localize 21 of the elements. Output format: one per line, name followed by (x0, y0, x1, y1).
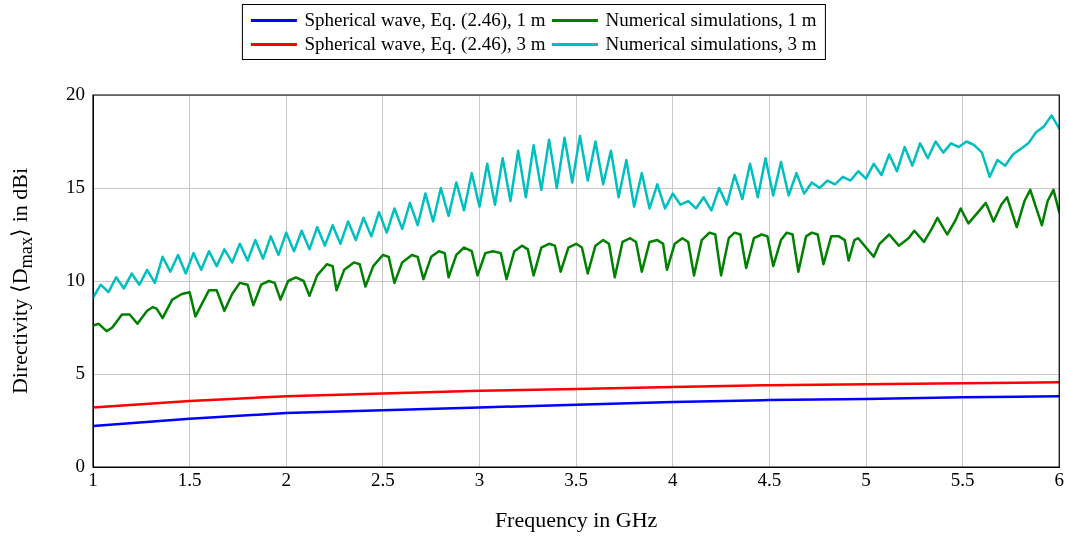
x-tick-label: 3 (474, 469, 485, 491)
x-tick-label: 2 (281, 469, 291, 491)
x-tick-label: 1 (88, 469, 98, 491)
legend-label: Numerical simulations, 1 m (605, 9, 817, 31)
x-tick-label: 4.5 (757, 469, 782, 491)
y-tick-label: 10 (66, 268, 85, 290)
x-tick-label: 2.5 (371, 469, 395, 491)
y-tick-label: 5 (75, 361, 85, 383)
x-axis-title: Frequency in GHz (494, 506, 658, 532)
y-tick-label: 20 (66, 82, 85, 104)
legend-label: Spherical wave, Eq. (2.46), 1 m (304, 9, 546, 31)
legend-label: Numerical simulations, 3 m (605, 33, 817, 55)
x-tick-label: 1.5 (177, 469, 202, 491)
x-tick-label: 5.5 (950, 469, 975, 491)
x-tick-label: 5 (861, 469, 871, 491)
x-tick-label: 3.5 (564, 469, 588, 491)
x-tick-label: 4 (668, 469, 678, 491)
y-tick-label: 0 (75, 454, 85, 476)
legend-label: Spherical wave, Eq. (2.46), 3 m (304, 33, 546, 55)
y-tick-label: 15 (66, 175, 85, 197)
x-tick-label: 6 (1054, 469, 1064, 491)
